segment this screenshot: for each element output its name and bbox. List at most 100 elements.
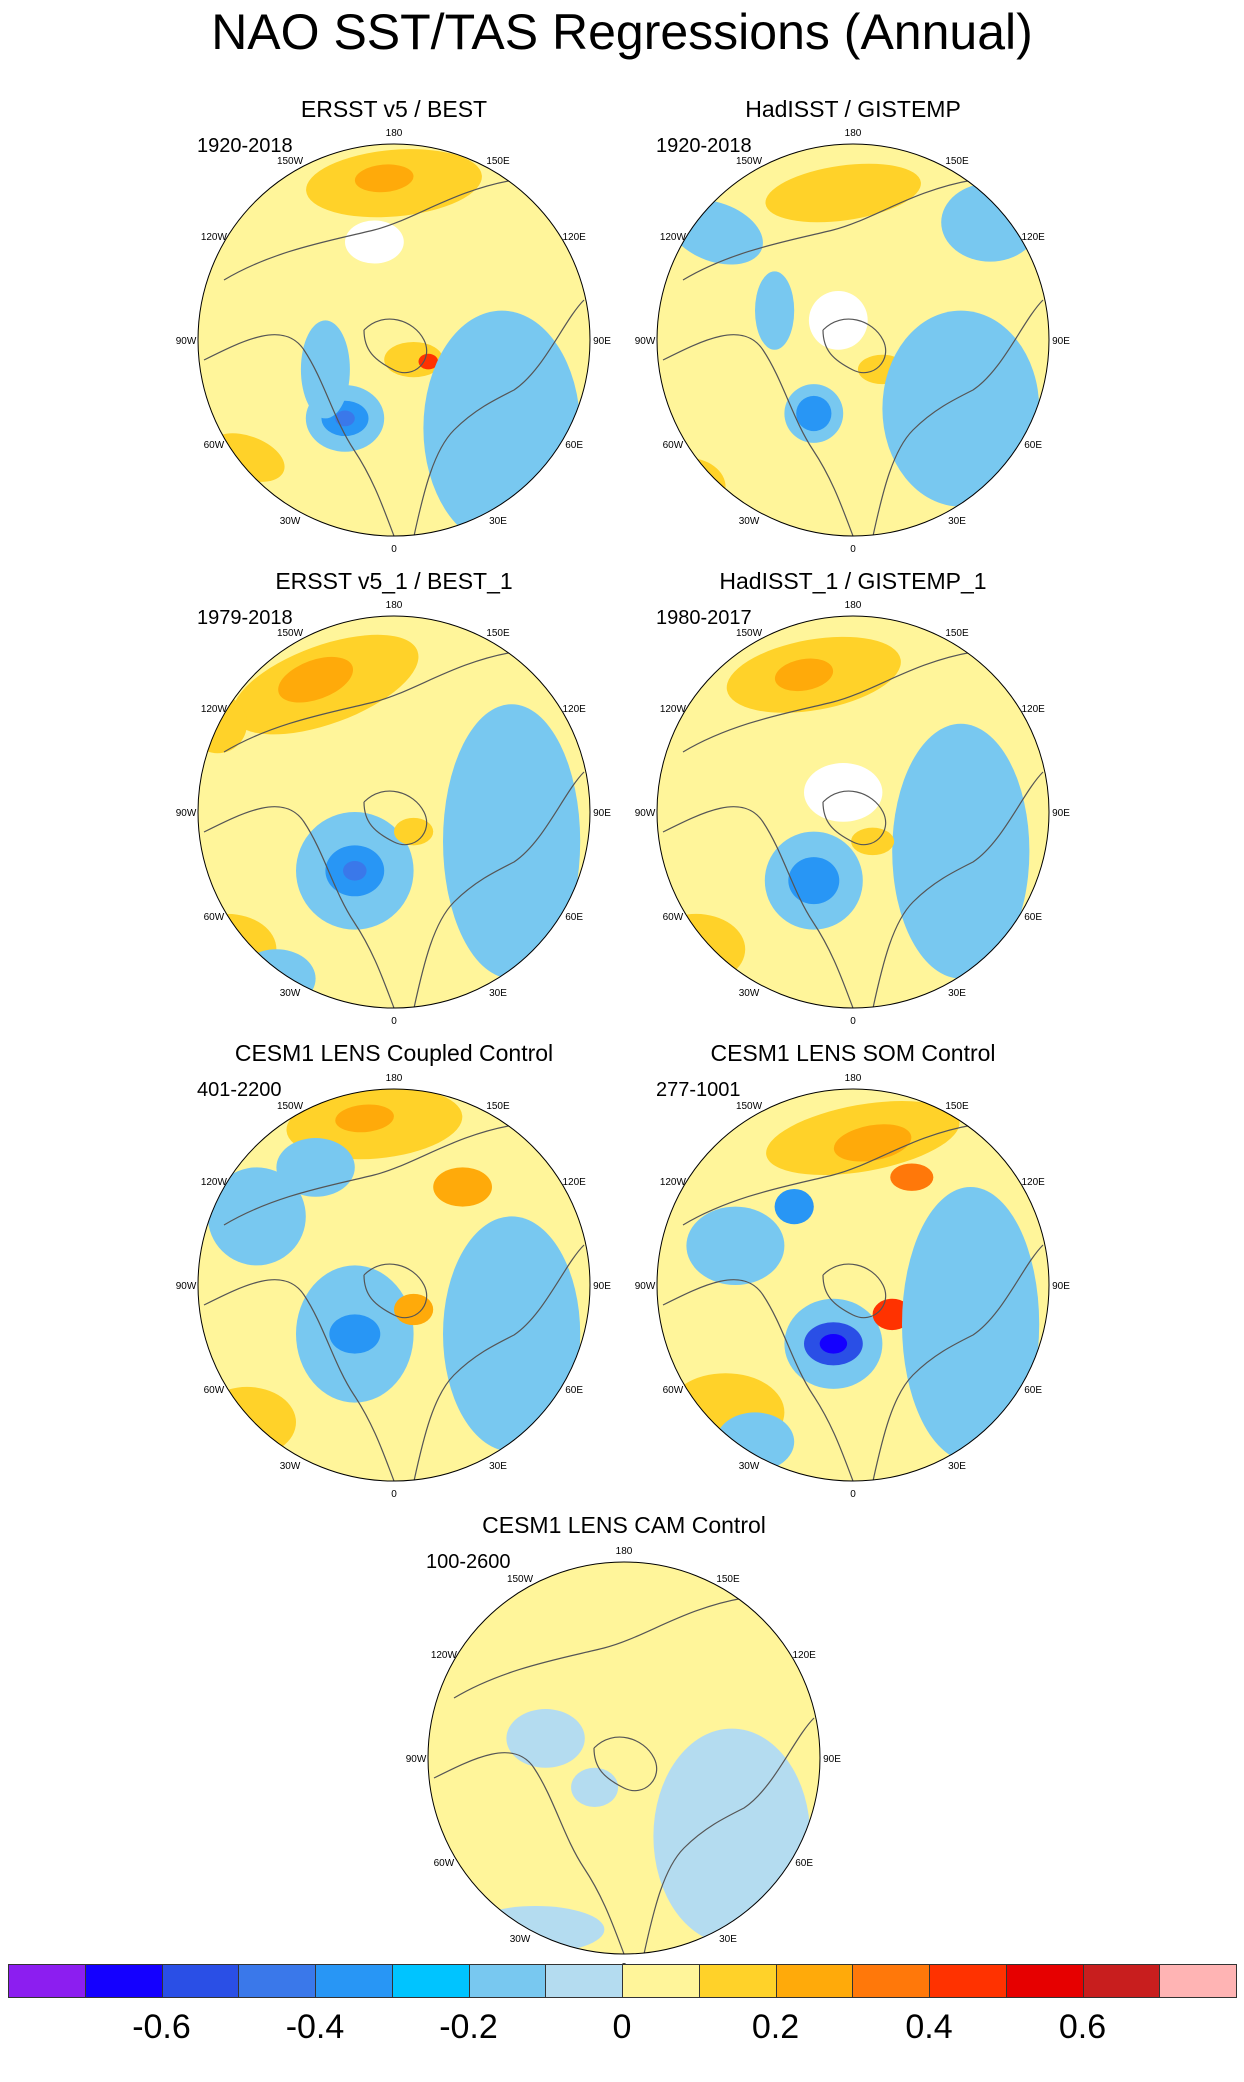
anomaly-region: [443, 704, 581, 979]
anomaly-region: [354, 164, 414, 193]
longitude-label: 150W: [736, 1101, 763, 1112]
colorbar-swatch: [161, 1964, 240, 1998]
longitude-label: 0: [850, 1016, 856, 1027]
colorbar-tick-label: 0: [612, 2008, 632, 2046]
longitude-label: 60W: [663, 912, 684, 923]
anomaly-region: [423, 310, 581, 536]
anomaly-region: [571, 1767, 619, 1807]
longitude-label: 180: [845, 600, 862, 611]
longitude-label: 120W: [201, 704, 228, 715]
anomaly-region: [237, 949, 316, 1008]
longitude-label: 60W: [204, 440, 225, 451]
longitude-label: 90E: [1052, 336, 1070, 347]
colorbar-swatch: [545, 1964, 623, 1998]
longitude-label: 150W: [277, 1101, 304, 1112]
longitude-label: 180: [845, 128, 862, 139]
colorbar-swatch: [852, 1964, 930, 1998]
panel-period: 401-2200: [197, 1079, 282, 1101]
anomaly-region: [686, 1206, 785, 1285]
longitude-label: 150W: [277, 628, 304, 639]
colorbar: [8, 1964, 1237, 1998]
longitude-label: 60W: [204, 912, 225, 923]
anomaly-region: [819, 1334, 848, 1354]
polar-map-5: 180 150E 120E 90E 60E 30E 0 30W 60W 90W 120W 150W: [176, 1073, 612, 1500]
anomaly-region: [774, 658, 834, 692]
longitude-label: 90W: [176, 808, 197, 819]
longitude-label: 120W: [201, 1177, 228, 1188]
longitude-label: 180: [845, 1073, 862, 1084]
longitude-label: 120E: [562, 232, 586, 243]
panel-period: 1980-2017: [656, 607, 752, 629]
anomaly-region: [890, 1163, 934, 1191]
longitude-label: 30E: [489, 988, 507, 999]
anomaly-region: [394, 817, 434, 846]
anomaly-region: [765, 163, 921, 223]
longitude-label: 150E: [486, 1101, 510, 1112]
anomaly-region: [941, 183, 1040, 262]
anomaly-region: [882, 310, 1040, 507]
panel-period: 1979-2018: [197, 607, 293, 629]
longitude-label: 30W: [280, 988, 301, 999]
longitude-label: 30W: [739, 988, 760, 999]
longitude-label: 90W: [176, 1281, 197, 1292]
anomaly-region: [300, 320, 350, 419]
anomaly-region: [345, 220, 404, 264]
longitude-label: 120W: [201, 232, 228, 243]
longitude-label: 90E: [823, 1754, 841, 1765]
polar-map-1: 180 150E 120E 90E 60E 30E 0 30W 60W 90W 120W 150W: [176, 128, 612, 555]
longitude-label: 120W: [660, 704, 687, 715]
longitude-label: 150W: [277, 156, 304, 167]
longitude-label: 0: [391, 544, 397, 555]
longitude-label: 120E: [562, 1177, 586, 1188]
colorbar-tick-label: -0.4: [285, 2008, 345, 2046]
panel-period: 1920-2018: [197, 135, 293, 157]
longitude-label: 90E: [593, 336, 611, 347]
longitude-label: 90W: [635, 808, 656, 819]
longitude-label: 30W: [510, 1934, 531, 1945]
colorbar-tick-label: 0.6: [1058, 2008, 1107, 2046]
longitude-label: 120W: [660, 1177, 687, 1188]
colorbar-swatch: [238, 1964, 316, 1998]
polar-map-4: 180 150E 120E 90E 60E 30E 0 30W 60W 90W 120W 150W: [635, 600, 1071, 1027]
longitude-label: 30E: [948, 1461, 966, 1472]
longitude-label: 60E: [1024, 1385, 1042, 1396]
longitude-label: 30W: [739, 516, 760, 527]
anomaly-region: [335, 1104, 394, 1133]
colorbar-swatch: [468, 1964, 547, 1998]
colorbar-swatch: [1005, 1964, 1084, 1998]
anomaly-region: [198, 913, 277, 985]
longitude-label: 60E: [1024, 912, 1042, 923]
longitude-label: 90E: [593, 808, 611, 819]
map-boundary: [656, 1088, 1050, 1482]
coastline: [433, 1597, 815, 1954]
anomaly-region: [276, 1138, 355, 1197]
coastline: [203, 179, 585, 536]
anomaly-region: [774, 1188, 814, 1225]
longitude-label: 150E: [945, 156, 969, 167]
longitude-label: 90E: [1052, 808, 1070, 819]
colorbar-swatch: [315, 1964, 393, 1998]
panel-title: ERSST v5 / BEST: [300, 96, 488, 122]
map-boundary: [656, 615, 1050, 1009]
colorbar-swatch: [698, 1964, 777, 1998]
map-boundary: [197, 1088, 591, 1482]
map-boundary: [197, 143, 591, 537]
longitude-label: 60W: [434, 1858, 455, 1869]
longitude-label: 90W: [635, 1281, 656, 1292]
anomaly-region: [653, 1728, 811, 1945]
longitude-label: 120E: [1021, 232, 1045, 243]
longitude-label: 150W: [736, 156, 763, 167]
longitude-label: 120W: [660, 232, 687, 243]
panel-title: CESM1 LENS Coupled Control: [234, 1040, 554, 1066]
longitude-label: 150W: [736, 628, 763, 639]
longitude-label: 60E: [565, 440, 583, 451]
anomaly-region: [329, 1314, 381, 1354]
anomaly-region: [755, 271, 795, 350]
anomaly-region: [198, 1386, 296, 1458]
longitude-label: 90W: [635, 336, 656, 347]
colorbar-swatch: [84, 1964, 163, 1998]
longitude-label: 0: [391, 1016, 397, 1027]
longitude-label: 30E: [489, 1461, 507, 1472]
panel-title: HadISST_1 / GISTEMP_1: [719, 568, 987, 594]
